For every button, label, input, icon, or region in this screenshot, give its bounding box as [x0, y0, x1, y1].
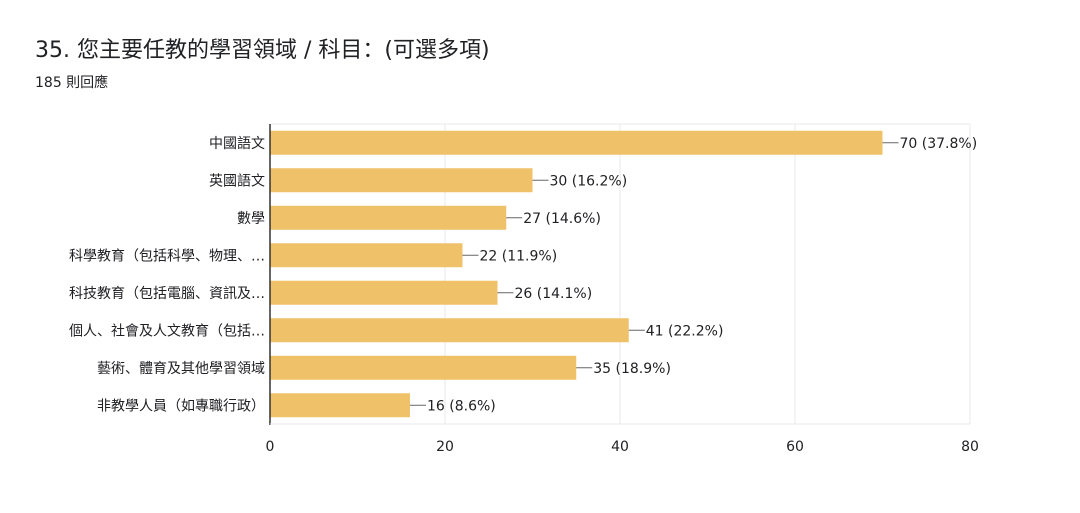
- bar: [270, 280, 498, 305]
- category-label: 科技教育（包括電腦、資訊及…: [69, 286, 265, 302]
- data-label: 16 (8.6%): [427, 398, 496, 414]
- response-count: 185 則回應: [35, 75, 109, 91]
- chart-title: 35. 您主要任教的學習領域 / 科目：(可選多項): [35, 38, 490, 63]
- bar: [270, 318, 629, 343]
- data-label: 26 (14.1%): [515, 286, 593, 302]
- category-label: 科學教育（包括科學、物理、…: [69, 248, 265, 264]
- bar: [270, 393, 410, 418]
- bar: [270, 205, 507, 230]
- x-tick-label: 80: [961, 439, 979, 455]
- category-label: 數學: [237, 211, 265, 227]
- category-label: 中國語文: [209, 136, 265, 152]
- bar: [270, 130, 883, 155]
- data-label: 41 (22.2%): [646, 323, 724, 339]
- x-tick-label: 20: [436, 439, 454, 455]
- category-label: 個人、社會及人文教育（包括…: [69, 323, 265, 339]
- data-label: 22 (11.9%): [480, 248, 558, 264]
- bar: [270, 243, 463, 268]
- x-tick-label: 40: [611, 439, 629, 455]
- category-label: 英國語文: [209, 172, 265, 189]
- x-tick-label: 0: [266, 439, 275, 455]
- bar: [270, 355, 577, 380]
- bar: [270, 168, 533, 193]
- data-label: 35 (18.9%): [593, 361, 671, 377]
- category-label: 藝術、體育及其他學習領域: [97, 360, 265, 377]
- x-tick-label: 60: [786, 439, 804, 455]
- data-label: 70 (37.8%): [900, 136, 978, 152]
- data-label: 27 (14.6%): [523, 211, 601, 227]
- data-label: 30 (16.2%): [550, 173, 628, 189]
- category-label: 非教學人員（如專職行政）: [97, 398, 265, 414]
